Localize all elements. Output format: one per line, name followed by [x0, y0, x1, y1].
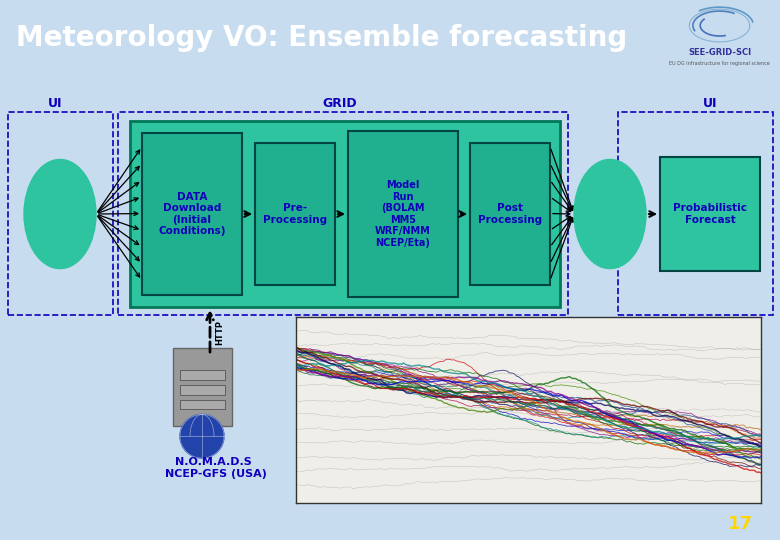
Text: UI: UI — [48, 97, 62, 110]
FancyBboxPatch shape — [618, 112, 773, 315]
FancyBboxPatch shape — [8, 112, 113, 315]
FancyBboxPatch shape — [130, 121, 560, 307]
Ellipse shape — [180, 414, 224, 458]
FancyBboxPatch shape — [173, 348, 232, 427]
FancyBboxPatch shape — [660, 158, 760, 271]
Text: DATA
Download
(Initial
Conditions): DATA Download (Initial Conditions) — [158, 192, 225, 237]
Text: Pre-
Processing: Pre- Processing — [263, 203, 327, 225]
Text: 17: 17 — [728, 515, 753, 534]
FancyBboxPatch shape — [180, 400, 225, 409]
Text: GRID: GRID — [323, 97, 357, 110]
Text: Probabilistic
Forecast: Probabilistic Forecast — [673, 203, 747, 225]
FancyBboxPatch shape — [118, 112, 568, 315]
Text: UI: UI — [703, 97, 718, 110]
FancyBboxPatch shape — [348, 131, 458, 298]
Text: NCEP-GFS (USA): NCEP-GFS (USA) — [165, 469, 267, 479]
Ellipse shape — [24, 159, 96, 268]
Text: Model
Run
(BOLAM
MM5
WRF/NMM
NCEP/Eta): Model Run (BOLAM MM5 WRF/NMM NCEP/Eta) — [375, 180, 431, 248]
FancyBboxPatch shape — [142, 133, 242, 295]
Text: EU DG Infrastructure for regional science: EU DG Infrastructure for regional scienc… — [669, 61, 770, 66]
FancyBboxPatch shape — [470, 143, 550, 286]
FancyBboxPatch shape — [255, 143, 335, 286]
Ellipse shape — [574, 159, 646, 268]
Text: Post
Processing: Post Processing — [478, 203, 542, 225]
Text: N.O.M.A.D.S: N.O.M.A.D.S — [175, 457, 252, 467]
Text: SEE-GRID-SCI: SEE-GRID-SCI — [688, 48, 751, 57]
FancyBboxPatch shape — [180, 370, 225, 380]
FancyBboxPatch shape — [180, 384, 225, 395]
Text: Meteorology VO: Ensemble forecasting: Meteorology VO: Ensemble forecasting — [16, 24, 628, 52]
Text: HTTP: HTTP — [215, 320, 224, 345]
